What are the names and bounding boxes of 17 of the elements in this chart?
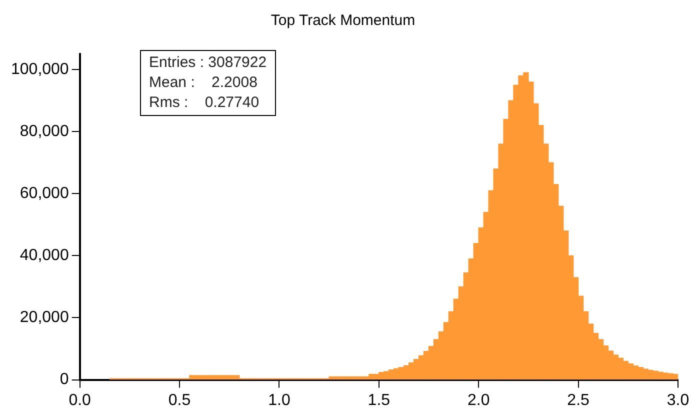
y-tick-label: 40,000 xyxy=(20,247,69,264)
y-tick-label: 0 xyxy=(60,371,69,388)
y-tick-label: 60,000 xyxy=(20,185,69,202)
y-tick-label: 20,000 xyxy=(20,309,69,326)
x-tick-label: 0.5 xyxy=(168,392,191,409)
chart-title: Top Track Momentum xyxy=(270,12,416,30)
x-tick-label: 2.5 xyxy=(567,392,590,409)
x-tick-label: 3.0 xyxy=(666,392,690,409)
x-tick-label: 0.0 xyxy=(68,392,92,409)
x-tick-label: 1.5 xyxy=(368,392,390,409)
annotation: Rms : 0.27740 xyxy=(149,94,260,111)
annotation: Mean : 2.2008 xyxy=(149,74,258,91)
x-tick-label: 2.0 xyxy=(467,392,490,409)
x-tick-label: 1.0 xyxy=(268,392,290,409)
y-tick-label: 100,000 xyxy=(10,60,69,78)
annotation: Entries : 3087922 xyxy=(149,54,267,71)
y-tick-label: 80,000 xyxy=(20,122,69,140)
